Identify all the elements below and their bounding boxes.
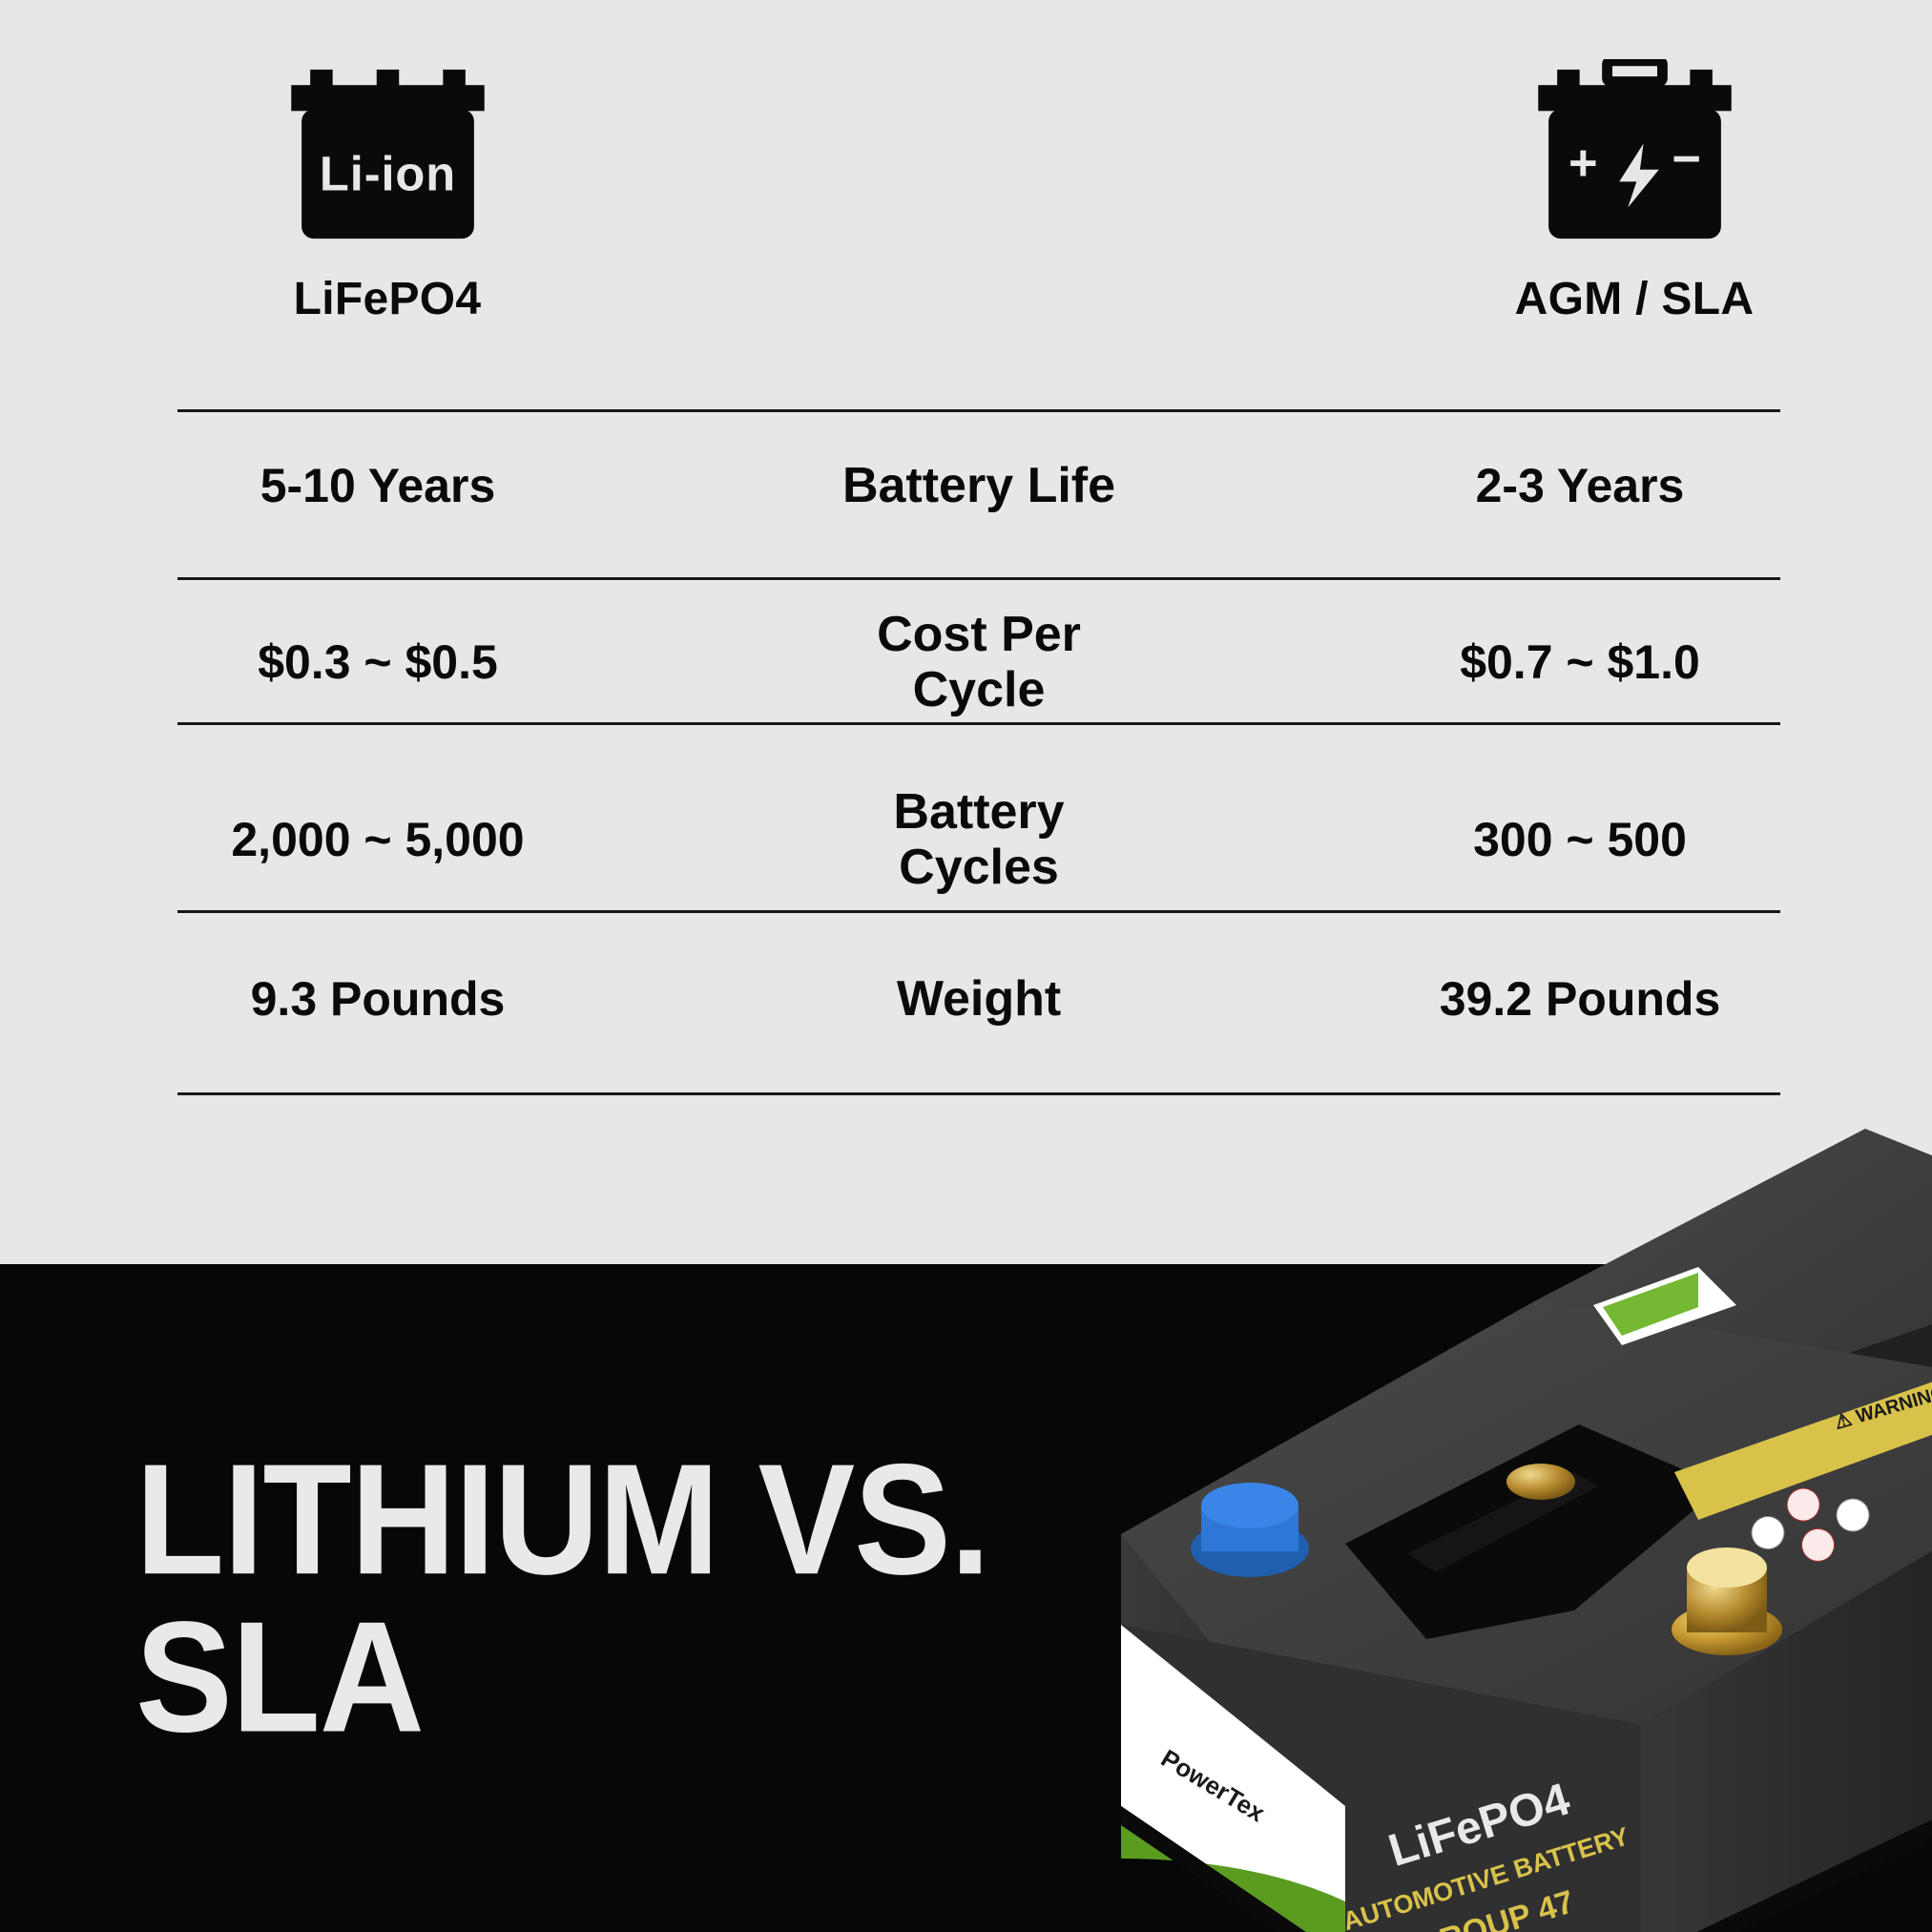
svg-text:Li-ion: Li-ion — [319, 146, 455, 200]
svg-text:+: + — [1568, 136, 1597, 192]
svg-text:−: − — [1672, 132, 1701, 187]
